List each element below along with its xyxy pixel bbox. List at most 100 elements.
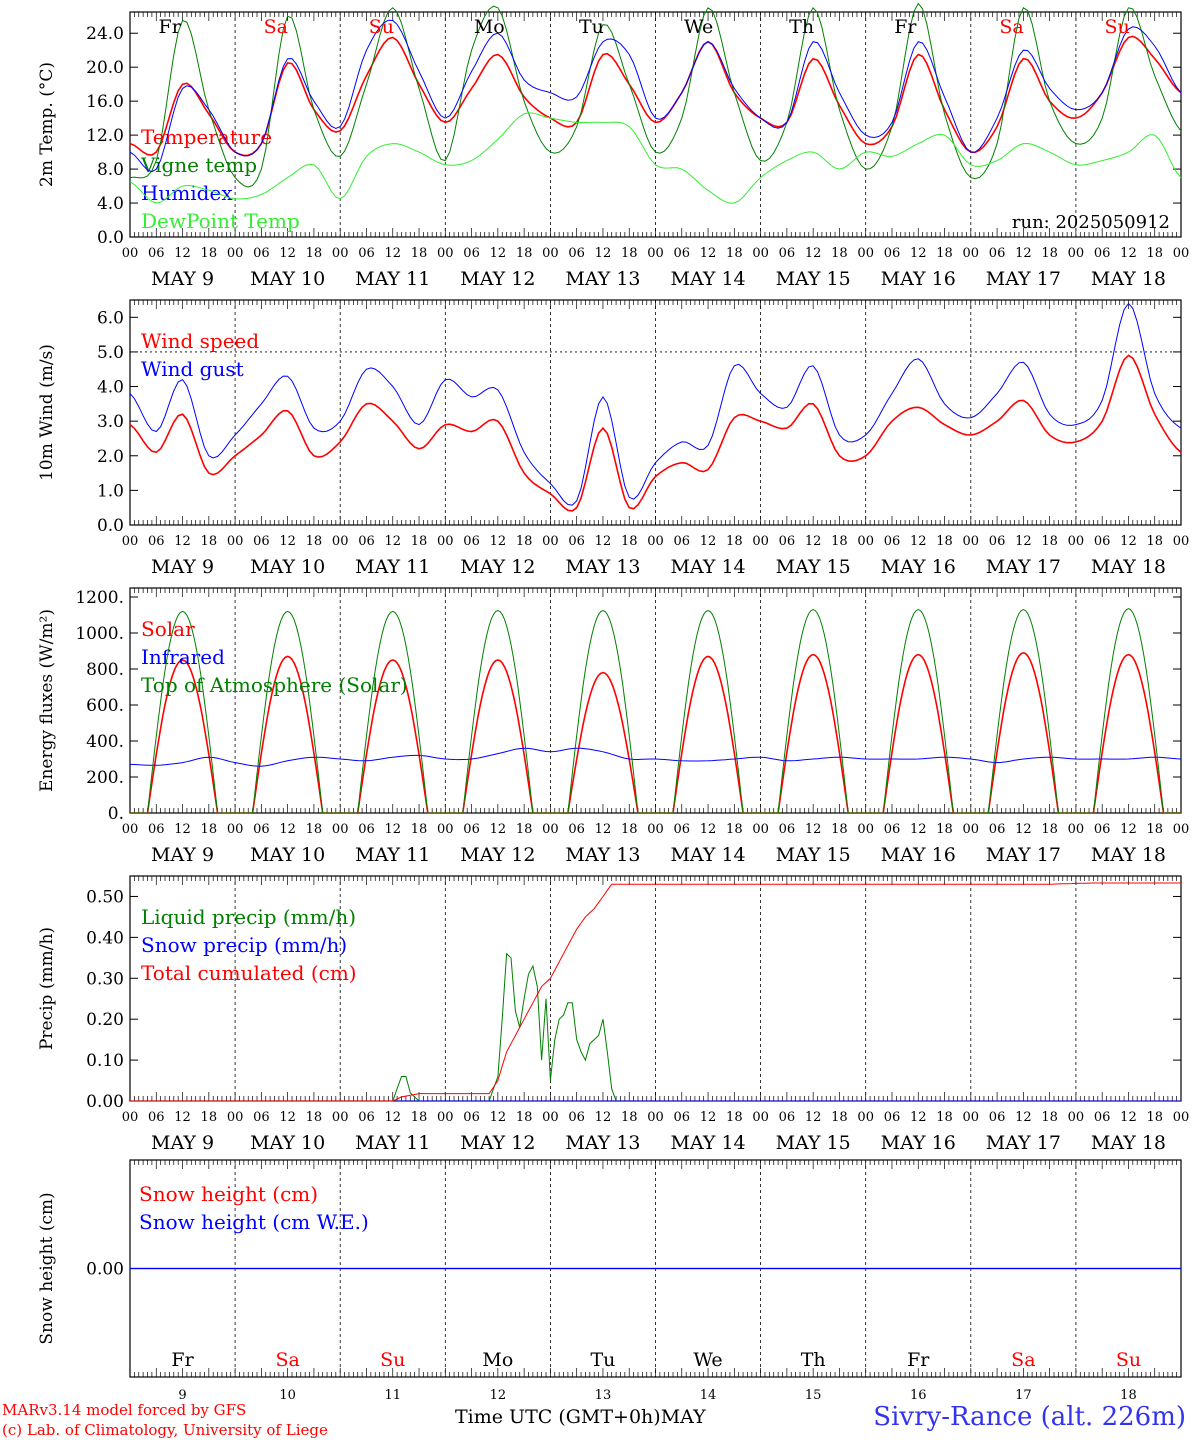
x-day-number: 17 <box>1015 1388 1032 1403</box>
x-hour-label: 06 <box>779 246 796 261</box>
model-credit: MARv3.14 model forced by GFS <box>2 1401 247 1419</box>
x-date-label: MAY 9 <box>151 1132 214 1154</box>
x-hour-label: 00 <box>963 822 980 837</box>
x-hour-label: 12 <box>1120 1110 1137 1125</box>
x-date-label: MAY 17 <box>986 1132 1061 1154</box>
legend-entry: Infrared <box>141 645 225 669</box>
y-tick-label: 20.0 <box>86 58 124 78</box>
series-line-vigne-temp <box>129 2 1182 188</box>
x-hour-label: 12 <box>1120 246 1137 261</box>
y-tick-label: 1000. <box>75 624 124 644</box>
x-hour-label: 00 <box>437 822 454 837</box>
panel-frame <box>129 299 1182 526</box>
x-hour-label: 18 <box>1041 1110 1058 1125</box>
x-date-label: MAY 17 <box>986 556 1061 578</box>
x-hour-label: 18 <box>411 246 428 261</box>
x-hour-label: 12 <box>279 1110 296 1125</box>
y-tick-label: 8.0 <box>97 160 124 180</box>
x-date-label: MAY 11 <box>355 268 430 290</box>
x-hour-label: 00 <box>227 822 244 837</box>
x-hour-label: 06 <box>358 822 375 837</box>
x-hour-label: 06 <box>148 246 165 261</box>
x-hour-label: 12 <box>910 534 927 549</box>
x-hour-label: 12 <box>1120 822 1137 837</box>
x-date-label: MAY 13 <box>565 268 640 290</box>
x-day-number: 10 <box>279 1388 296 1403</box>
x-hour-label: 18 <box>411 822 428 837</box>
y-axis-label: Precip (mm/h) <box>37 927 57 1050</box>
x-date-label: MAY 11 <box>355 556 430 578</box>
x-hour-label: 18 <box>201 246 218 261</box>
x-hour-label: 00 <box>1068 534 1085 549</box>
x-hour-label: 06 <box>1094 246 1111 261</box>
x-hour-label: 18 <box>516 534 533 549</box>
x-hour-label: 06 <box>568 1110 585 1125</box>
legend-entry: Humidex <box>141 181 233 205</box>
x-hour-label: 06 <box>989 534 1006 549</box>
x-hour-label: 00 <box>647 1110 664 1125</box>
day-of-week-label: Mo <box>482 1349 513 1371</box>
panel-frame <box>129 587 1182 814</box>
x-day-number: 12 <box>490 1388 507 1403</box>
y-tick-label: 0.10 <box>86 1051 124 1071</box>
x-hour-label: 06 <box>884 1110 901 1125</box>
x-hour-label: 18 <box>621 1110 638 1125</box>
y-tick-label: 0.30 <box>86 969 124 989</box>
x-date-label: MAY 16 <box>881 556 956 578</box>
y-tick-label: 400. <box>86 732 124 752</box>
series-line-dewpoint-temp <box>129 112 1182 204</box>
x-hour-label: 00 <box>122 1110 139 1125</box>
x-hour-label: 00 <box>542 822 559 837</box>
x-hour-label: 06 <box>253 534 270 549</box>
x-hour-label: 00 <box>857 822 874 837</box>
panel-temp: 0.0 4.0 8.0 12.0 16.0 20.0 24.0 2m Temp. (°C) Te… <box>37 2 1190 290</box>
day-of-week-label: Sa <box>275 1349 299 1371</box>
y-tick-label: 0.20 <box>86 1010 124 1030</box>
x-hour-label: 18 <box>201 822 218 837</box>
x-date-label: MAY 11 <box>355 844 430 866</box>
x-hour-label: 00 <box>542 534 559 549</box>
x-hour-label: 00 <box>752 534 769 549</box>
x-hour-label: 18 <box>621 534 638 549</box>
x-hour-label: 00 <box>332 822 349 837</box>
x-hour-label: 18 <box>306 534 323 549</box>
x-hour-label: 00 <box>1173 246 1190 261</box>
x-date-label: MAY 15 <box>776 268 851 290</box>
day-of-week-label: Su <box>369 16 394 38</box>
x-hour-label: 12 <box>384 534 401 549</box>
x-hour-label: 12 <box>805 534 822 549</box>
y-axis-label: 10m Wind (m/s) <box>37 344 57 481</box>
x-date-label: MAY 10 <box>250 556 325 578</box>
panel-frame <box>129 11 1182 238</box>
y-tick-label: 0.00 <box>86 1092 124 1112</box>
day-of-week-label: Th <box>789 16 814 38</box>
x-hour-label: 18 <box>726 822 743 837</box>
x-date-label: MAY 18 <box>1091 268 1166 290</box>
x-hour-label: 00 <box>332 1110 349 1125</box>
day-of-week-label: We <box>684 16 713 38</box>
x-date-label: MAY 15 <box>776 556 851 578</box>
day-of-week-label: Su <box>1116 1349 1141 1371</box>
x-hour-label: 18 <box>1146 822 1163 837</box>
x-hour-label: 12 <box>174 246 191 261</box>
x-hour-label: 12 <box>910 822 927 837</box>
x-hour-label: 18 <box>936 1110 953 1125</box>
x-hour-label: 00 <box>1173 1110 1190 1125</box>
x-hour-label: 18 <box>831 246 848 261</box>
x-date-label: MAY 17 <box>986 268 1061 290</box>
series-line-total-cumulated-cm- <box>130 882 1181 1102</box>
legend-entry: Temperature <box>141 125 272 149</box>
legend-entry: Total cumulated (cm) <box>141 961 357 985</box>
x-hour-label: 12 <box>700 1110 717 1125</box>
x-hour-label: 00 <box>332 246 349 261</box>
x-hour-label: 06 <box>463 822 480 837</box>
x-hour-label: 12 <box>490 1110 507 1125</box>
x-hour-label: 06 <box>358 246 375 261</box>
x-day-number: 11 <box>384 1388 401 1403</box>
y-tick-label: 0.40 <box>86 928 124 948</box>
x-hour-label: 18 <box>516 1110 533 1125</box>
x-date-label: MAY 13 <box>565 556 640 578</box>
x-date-label: MAY 16 <box>881 844 956 866</box>
x-hour-label: 00 <box>752 246 769 261</box>
x-date-label: MAY 10 <box>250 268 325 290</box>
